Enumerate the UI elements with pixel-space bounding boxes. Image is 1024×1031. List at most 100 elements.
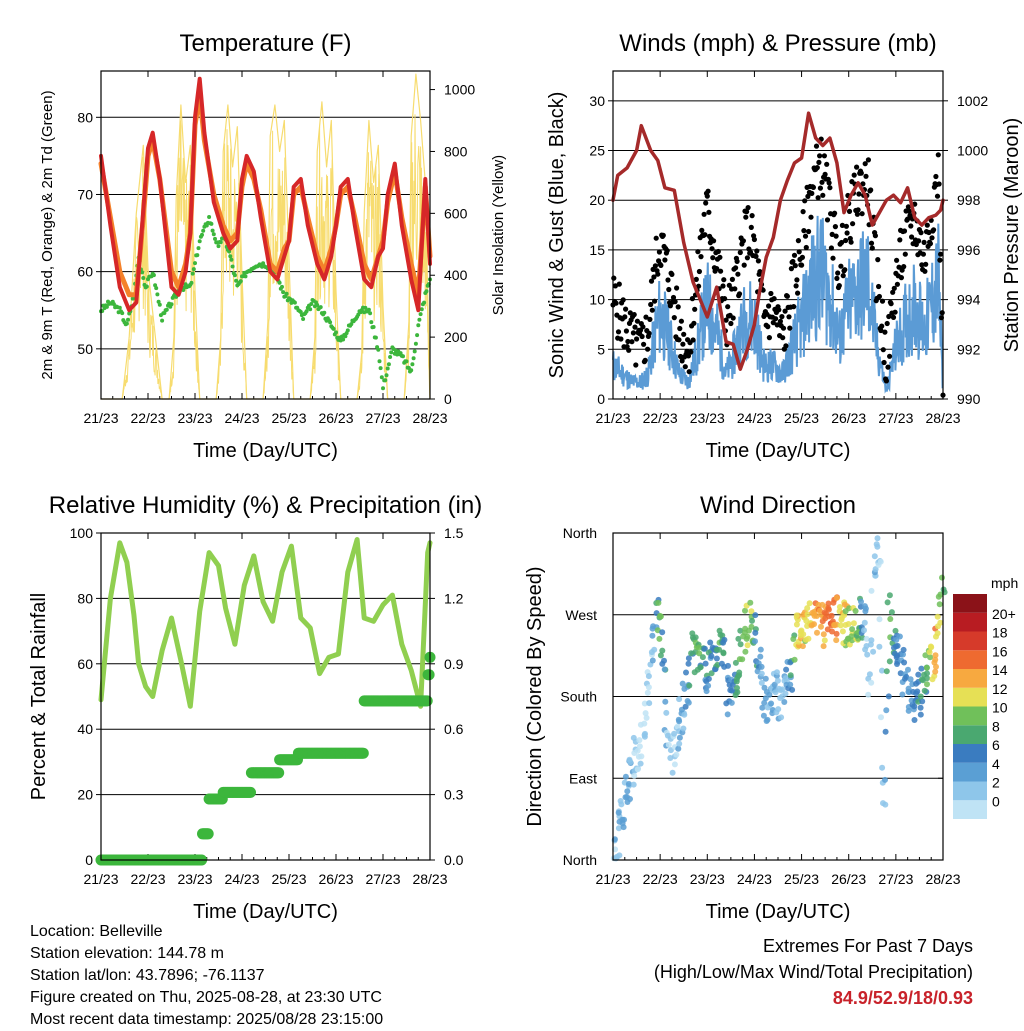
direction-point <box>874 543 881 550</box>
rh-line <box>98 537 433 709</box>
direction-point <box>927 643 934 650</box>
direction-point <box>752 612 759 619</box>
dewpoint-point <box>424 289 429 294</box>
gust-point <box>856 191 862 197</box>
gust-point <box>718 268 724 274</box>
dewpoint-point <box>368 311 373 316</box>
direction-point <box>743 635 750 642</box>
gust-point <box>892 309 898 315</box>
direction-point <box>649 632 656 639</box>
dewpoint-point <box>379 375 384 380</box>
gust-point <box>792 263 798 269</box>
gust-point <box>927 241 934 247</box>
x-tick-label: 25/23 <box>271 871 306 887</box>
direction-point <box>818 623 824 630</box>
x-tick-label: 23/23 <box>177 410 212 426</box>
gust-point <box>665 277 671 283</box>
gust-point <box>839 239 845 246</box>
gust-point <box>691 320 697 326</box>
direction-point <box>872 566 879 573</box>
station-info: Location: Belleville Station elevation: … <box>30 921 383 1031</box>
gust-point <box>926 229 932 236</box>
gust-point <box>680 341 686 347</box>
y-tick-label: North <box>563 852 597 868</box>
direction-point <box>674 723 681 730</box>
direction-point <box>791 656 798 663</box>
y-tick-label: 80 <box>77 590 93 606</box>
colorbar-swatch <box>953 631 987 651</box>
direction-point <box>894 661 900 667</box>
direction-point <box>874 535 881 542</box>
gust-point <box>651 274 657 280</box>
direction-point <box>695 644 702 651</box>
direction-point <box>778 714 785 721</box>
gust-point <box>779 314 785 320</box>
gust-point <box>751 236 758 243</box>
dewpoint-point <box>281 290 286 295</box>
direction-point <box>924 681 930 688</box>
gust-point <box>702 232 708 238</box>
direction-point <box>644 689 651 696</box>
direction-point <box>676 734 683 741</box>
gust-point <box>819 179 825 185</box>
y-tick-label: 40 <box>77 721 93 737</box>
gust-point <box>791 252 798 258</box>
gust-point <box>795 238 802 244</box>
precip-point <box>357 747 369 759</box>
direction-point <box>708 670 715 677</box>
gust-point <box>851 172 857 178</box>
direction-point <box>645 684 652 691</box>
gust-point <box>648 278 655 284</box>
gust-point <box>796 249 802 255</box>
precip-point <box>421 695 433 707</box>
dewpoint-point <box>404 359 409 364</box>
x-tick-label: 25/23 <box>784 410 819 426</box>
gust-point <box>720 283 726 289</box>
gust-point <box>848 239 854 245</box>
direction-point <box>833 637 840 644</box>
gust-point <box>711 238 717 244</box>
gust-point <box>923 261 929 267</box>
direction-point <box>708 653 715 660</box>
direction-point <box>696 650 703 657</box>
gust-point <box>622 314 628 320</box>
gust-point <box>647 316 653 322</box>
gust-point <box>710 255 716 261</box>
panel-1: Temperature (F) Time (Day/UTC) 21/23 22/23 2… <box>39 30 507 462</box>
direction-point <box>868 587 875 594</box>
gust-series <box>610 136 946 398</box>
dewpoint-point <box>141 276 146 280</box>
direction-point <box>758 670 765 677</box>
solar-envelope-line <box>100 73 431 400</box>
gust-point <box>630 330 637 336</box>
direction-point <box>735 635 742 642</box>
direction-point <box>615 825 622 832</box>
gust-point <box>634 318 641 324</box>
gust-point <box>721 277 727 283</box>
dewpoint-point <box>154 286 159 291</box>
gust-point <box>717 254 723 260</box>
dewpoint-point <box>120 311 125 316</box>
direction-point <box>703 688 710 695</box>
direction-point <box>806 600 813 607</box>
direction-point <box>759 704 766 711</box>
gust-point <box>677 325 683 332</box>
dewpoint-point <box>411 356 416 361</box>
gust-point <box>748 224 754 230</box>
direction-point <box>775 706 782 713</box>
direction-point <box>800 631 807 638</box>
dewpoint-point <box>343 334 348 339</box>
direction-point <box>877 558 884 565</box>
dewpoint-point <box>345 328 350 333</box>
y-tick-label: 100 <box>70 525 94 541</box>
dewpoint-point <box>384 373 389 378</box>
dewpoint-point <box>207 215 212 219</box>
direction-point <box>858 598 864 605</box>
dewpoint-point <box>157 302 162 307</box>
gust-point <box>868 187 874 193</box>
direction-point <box>789 686 796 693</box>
gust-point <box>701 211 707 217</box>
dewpoint-point <box>189 280 194 285</box>
gust-point <box>843 237 849 244</box>
gust-point <box>802 233 809 239</box>
